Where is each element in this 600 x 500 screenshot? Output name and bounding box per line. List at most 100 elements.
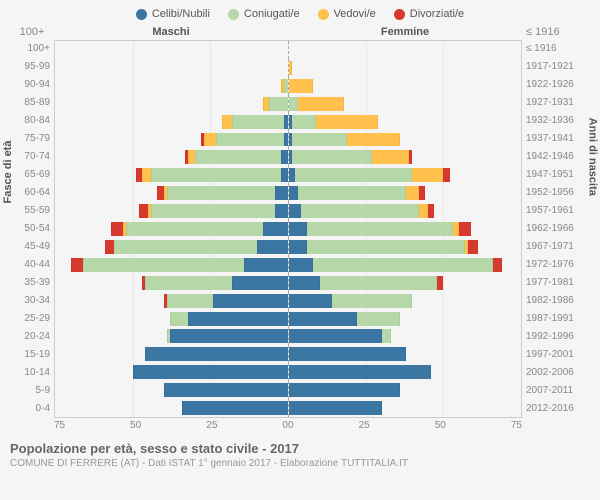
bar-segment-c: [275, 186, 287, 200]
age-label: 20-24: [10, 328, 50, 346]
bar-segment-d: [468, 240, 477, 254]
birth-year-label: 1917-1921: [526, 58, 590, 76]
bar-segment-co: [167, 186, 276, 200]
bar-segment-v: [372, 150, 409, 164]
bar-segment-d: [105, 240, 114, 254]
bar-segment-co: [320, 276, 438, 290]
bar-segment-co: [332, 294, 413, 308]
bars-area: [54, 40, 522, 418]
birth-year-label: ≤ 1916: [526, 40, 590, 58]
age-label: 55-59: [10, 202, 50, 220]
y-axis-right-title: Anni di nascita: [586, 118, 598, 196]
bar-segment-c: [289, 222, 308, 236]
female-bar: [289, 95, 522, 113]
x-tick: 75: [511, 420, 522, 431]
female-bar: [289, 220, 522, 238]
bar-segment-co: [170, 312, 189, 326]
bar-segment-co: [301, 204, 419, 218]
male-bar: [55, 148, 289, 166]
bar-segment-c: [164, 383, 288, 397]
pyramid-row: [55, 202, 521, 220]
pyramid-row: [55, 256, 521, 274]
age-label: 85-89: [10, 94, 50, 112]
bar-segment-c: [289, 240, 308, 254]
legend-swatch: [318, 9, 329, 20]
legend-label: Divorziati/e: [410, 8, 464, 20]
bar-segment-d: [111, 222, 123, 236]
bar-segment-co: [195, 150, 282, 164]
bar-segment-d: [459, 222, 471, 236]
legend-swatch: [136, 9, 147, 20]
bar-segment-c: [257, 240, 288, 254]
age-label: 30-34: [10, 292, 50, 310]
birth-year-label: 2002-2006: [526, 364, 590, 382]
male-bar: [55, 166, 289, 184]
age-label: 70-74: [10, 148, 50, 166]
population-pyramid-chart: Celibi/NubiliConiugati/eVedovi/eDivorzia…: [0, 0, 600, 500]
birth-year-label: 1927-1931: [526, 94, 590, 112]
female-bar: [289, 77, 522, 95]
pyramid-row: [55, 381, 521, 399]
bar-segment-co: [126, 222, 262, 236]
birth-year-label: 2007-2011: [526, 382, 590, 400]
pyramid-row: [55, 184, 521, 202]
female-bar: [289, 381, 522, 399]
birth-year-label: 1967-1971: [526, 238, 590, 256]
age-label: 50-54: [10, 220, 50, 238]
bar-segment-co: [313, 258, 493, 272]
bar-segment-c: [213, 294, 287, 308]
male-bar: [55, 310, 289, 328]
plot-area: Fasce di età 100+95-9990-9485-8980-8475-…: [10, 40, 590, 418]
pyramid-row: [55, 292, 521, 310]
column-headers: 100+ Maschi Femmine ≤ 1916: [10, 26, 590, 38]
legend-swatch: [394, 9, 405, 20]
female-bar: [289, 166, 522, 184]
birth-year-label: 1987-1991: [526, 310, 590, 328]
age-label: 5-9: [10, 382, 50, 400]
pyramid-row: [55, 399, 521, 417]
bar-segment-co: [295, 168, 413, 182]
x-ticks-left: 7550250: [54, 420, 288, 431]
bar-segment-d: [437, 276, 443, 290]
male-bar: [55, 202, 289, 220]
female-bar: [289, 184, 522, 202]
bar-segment-co: [284, 79, 287, 93]
bar-segment-v: [419, 204, 428, 218]
male-bar: [55, 345, 289, 363]
bar-segment-c: [133, 365, 288, 379]
bar-segment-c: [281, 150, 287, 164]
age-label: 75-79: [10, 130, 50, 148]
pyramid-row: [55, 77, 521, 95]
bar-segment-co: [83, 258, 244, 272]
male-bar: [55, 256, 289, 274]
male-bar: [55, 399, 289, 417]
bar-segment-v: [412, 168, 443, 182]
birth-year-label: 1997-2001: [526, 346, 590, 364]
bar-segment-c: [289, 276, 320, 290]
bar-segment-v: [406, 186, 418, 200]
female-bar: [289, 131, 522, 149]
pyramid-row: [55, 328, 521, 346]
bar-segment-d: [493, 258, 502, 272]
bar-segment-v: [142, 168, 151, 182]
birth-year-label: 1937-1941: [526, 130, 590, 148]
age-label: 40-44: [10, 256, 50, 274]
female-bar: [289, 148, 522, 166]
bar-segment-c: [289, 312, 357, 326]
female-bar: [289, 345, 522, 363]
bar-segment-v: [289, 79, 314, 93]
x-ticks-right: 0255075: [288, 420, 522, 431]
pyramid-row: [55, 345, 521, 363]
bar-segment-c: [289, 383, 401, 397]
birth-year-label: 2012-2016: [526, 400, 590, 418]
male-bar: [55, 131, 289, 149]
age-label: 90-94: [10, 76, 50, 94]
bar-segment-c: [289, 347, 407, 361]
bar-segment-co: [292, 115, 317, 129]
male-bar: [55, 220, 289, 238]
male-bar: [55, 95, 289, 113]
bar-segment-c: [188, 312, 287, 326]
bar-segment-v: [298, 97, 345, 111]
pyramid-row: [55, 274, 521, 292]
age-label: 25-29: [10, 310, 50, 328]
